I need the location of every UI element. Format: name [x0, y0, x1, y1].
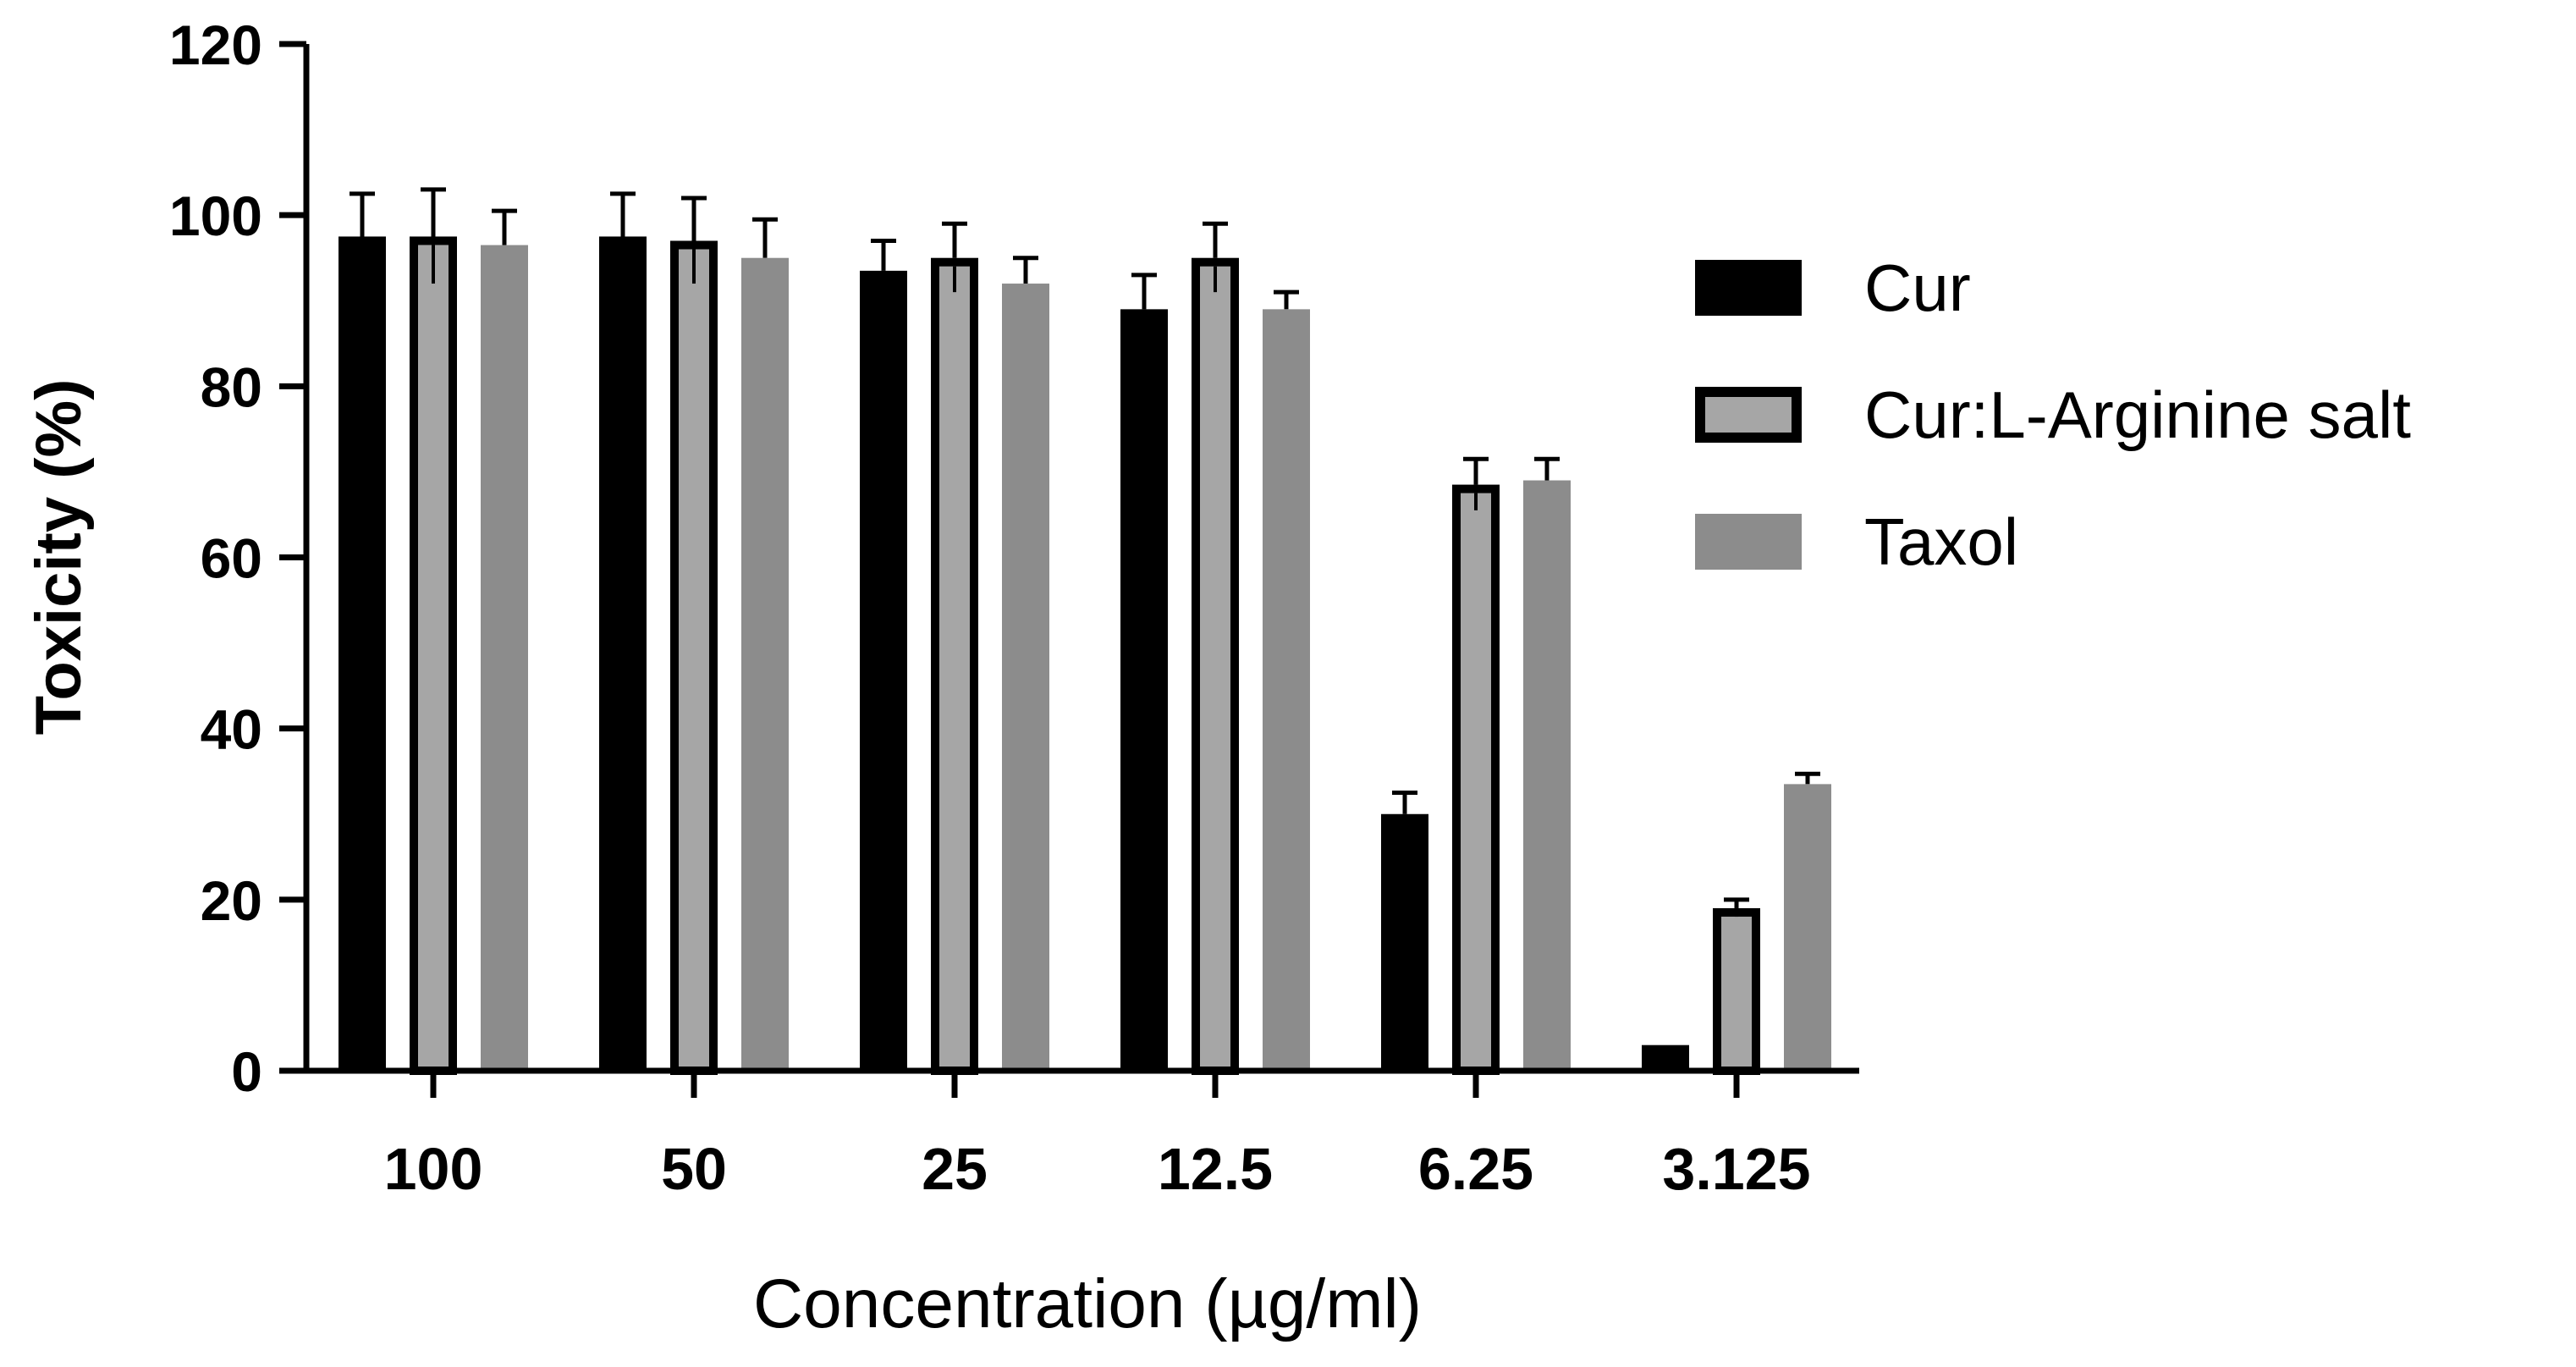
legend-label: Cur:L-Arginine salt	[1864, 378, 2411, 452]
legend-label: Cur	[1864, 251, 1971, 325]
legend: Cur Cur:L-Arginine salt Taxol	[1695, 251, 2411, 579]
y-tick-label: 120	[169, 14, 262, 76]
axes	[303, 44, 1859, 1074]
bar	[1120, 309, 1168, 1071]
bar	[1713, 907, 1760, 1075]
y-tick-label: 60	[201, 527, 262, 590]
bar	[860, 270, 907, 1071]
bar	[1642, 1045, 1689, 1071]
bar	[339, 236, 386, 1071]
tick-labels: 0 20 40 60 80 100 120 100 50 25 12.5 6.25 3.125	[169, 14, 1811, 1202]
y-tick-label: 100	[169, 185, 262, 247]
y-axis-title: Toxicity (%)	[23, 379, 95, 736]
bar	[1452, 484, 1500, 1075]
legend-label: Taxol	[1864, 504, 2018, 579]
bars	[339, 187, 1831, 1076]
y-tick-label: 40	[201, 698, 262, 761]
y-tick-label: 20	[201, 869, 262, 932]
bar	[670, 240, 718, 1076]
legend-swatch	[1695, 260, 1802, 316]
bar	[1002, 284, 1049, 1071]
bar	[1381, 813, 1428, 1071]
bar	[481, 245, 528, 1071]
bar	[741, 257, 789, 1071]
x-tick-label: 3.125	[1662, 1136, 1810, 1202]
x-tick-label: 25	[922, 1136, 988, 1202]
bar	[410, 236, 457, 1075]
bar	[1263, 309, 1310, 1071]
bar	[931, 257, 978, 1076]
x-tick-label: 50	[661, 1136, 727, 1202]
y-tick-label: 80	[201, 356, 262, 418]
x-tick-label: 100	[384, 1136, 483, 1202]
legend-swatch	[1695, 514, 1802, 570]
bar	[1784, 784, 1831, 1071]
x-tick-label: 6.25	[1418, 1136, 1533, 1202]
x-axis-title: Concentration (µg/ml)	[753, 1265, 1422, 1342]
bar	[599, 236, 647, 1071]
bar	[1192, 257, 1239, 1076]
y-tick-label: 0	[231, 1040, 262, 1103]
legend-swatch	[1695, 387, 1802, 443]
bar	[1523, 480, 1571, 1071]
x-tick-label: 12.5	[1158, 1136, 1273, 1202]
